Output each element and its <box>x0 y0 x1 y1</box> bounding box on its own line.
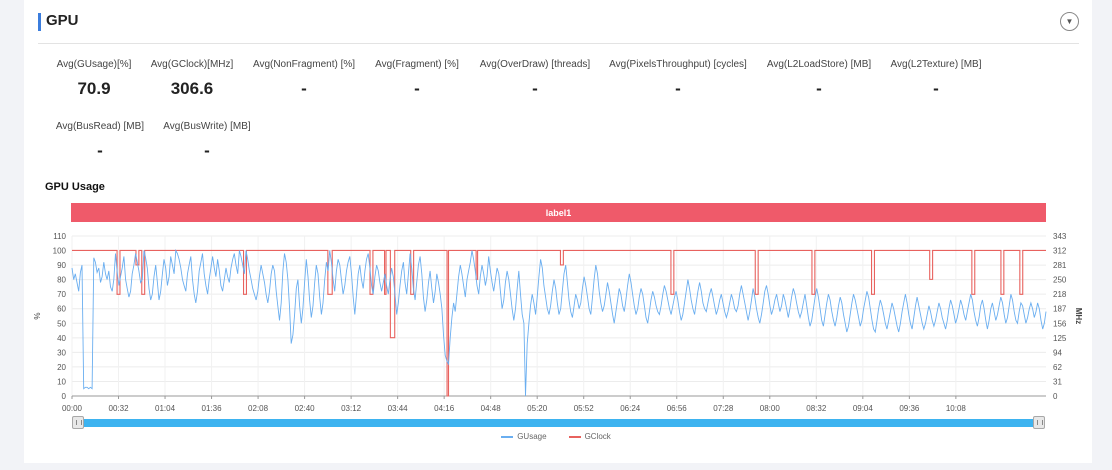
metric-label: Avg(PixelsThroughput) [cycles] <box>609 59 747 70</box>
metric-value: - <box>301 79 307 98</box>
metric-busread: Avg(BusRead) [MB] - <box>54 121 146 161</box>
y2-axis-title: MHz <box>1074 308 1083 324</box>
metric-label: Avg(L2Texture) [MB] <box>890 59 982 70</box>
y2-tick-label: 31 <box>1053 377 1062 386</box>
y-tick-label: 10 <box>57 377 66 386</box>
x-tick-label: 00:32 <box>109 404 130 413</box>
x-tick-label: 09:36 <box>899 404 920 413</box>
x-tick-label: 03:12 <box>341 404 362 413</box>
y2-tick-label: 94 <box>1053 348 1062 357</box>
metric-label: Avg(OverDraw) [threads] <box>479 59 591 70</box>
series-line-gclock <box>72 249 1046 397</box>
x-tick-label: 04:16 <box>434 404 455 413</box>
range-slider-track[interactable] <box>74 419 1040 427</box>
legend-label: GClock <box>584 432 611 441</box>
y2-tick-label: 156 <box>1053 319 1067 328</box>
chart-title: GPU Usage <box>45 181 105 193</box>
y-tick-label: 60 <box>57 305 66 314</box>
metric-pixelsthroughput: Avg(PixelsThroughput) [cycles] - <box>605 59 751 99</box>
y2-tick-label: 125 <box>1053 334 1067 343</box>
panel-title-accent <box>38 13 41 31</box>
x-tick-label: 01:04 <box>155 404 176 413</box>
y2-tick-label: 218 <box>1053 290 1067 299</box>
y-tick-label: 30 <box>57 348 66 357</box>
x-tick-label: 07:28 <box>713 404 734 413</box>
legend-item-gclock[interactable]: GClock <box>568 432 611 441</box>
legend-label: GUsage <box>517 432 547 441</box>
x-tick-label: 05:52 <box>574 404 595 413</box>
metric-gclock: Avg(GClock)[MHz] 306.6 <box>146 59 238 99</box>
y2-tick-label: 62 <box>1053 363 1062 372</box>
y-tick-label: 0 <box>62 392 67 401</box>
metric-label: Avg(GUsage)[%] <box>56 59 132 70</box>
y-tick-label: 50 <box>57 319 66 328</box>
x-tick-label: 06:24 <box>620 404 641 413</box>
y2-tick-label: 281 <box>1053 261 1067 270</box>
metric-l2loadstore: Avg(L2LoadStore) [MB] - <box>762 59 876 99</box>
metric-buswrite: Avg(BusWrite) [MB] - <box>160 121 254 161</box>
chart-axes: 0 0 10 31 20 62 30 94 40 125 50 156 60 187 70 218 80 250 9… <box>33 232 1083 413</box>
metric-label: Avg(L2LoadStore) [MB] <box>766 59 872 70</box>
x-tick-label: 09:04 <box>853 404 874 413</box>
x-tick-label: 01:36 <box>202 404 223 413</box>
collapse-toggle-icon[interactable]: ▼ <box>1060 12 1079 31</box>
metric-label: Avg(Fragment) [%] <box>375 59 459 70</box>
label-bar[interactable]: label1 <box>71 203 1046 222</box>
metric-value: 70.9 <box>77 79 111 98</box>
x-tick-label: 08:32 <box>806 404 827 413</box>
metric-value: - <box>933 79 939 98</box>
metric-gusage: Avg(GUsage)[%] 70.9 <box>50 59 138 99</box>
metric-value: - <box>204 141 210 160</box>
y-tick-label: 110 <box>53 232 66 241</box>
legend-swatch <box>501 435 514 438</box>
series-line-gusage <box>71 248 1047 397</box>
x-tick-label: 08:00 <box>760 404 781 413</box>
legend-swatch <box>568 435 581 438</box>
y2-tick-label: 187 <box>1053 305 1067 314</box>
metric-value: - <box>414 79 420 98</box>
metric-overdraw: Avg(OverDraw) [threads] - <box>475 59 595 99</box>
x-tick-label: 02:40 <box>295 404 316 413</box>
metric-label: Avg(BusRead) [MB] <box>55 121 145 132</box>
panel-title: GPU <box>46 12 79 29</box>
y2-tick-label: 250 <box>1053 276 1067 285</box>
y2-tick-label: 312 <box>1053 247 1067 256</box>
metric-value: - <box>816 79 822 98</box>
y-axis-title: % <box>33 312 42 319</box>
x-tick-label: 00:00 <box>62 404 83 413</box>
y-tick-label: 80 <box>57 276 66 285</box>
metric-value: - <box>97 141 103 160</box>
x-tick-label: 04:48 <box>481 404 502 413</box>
metric-value: - <box>532 79 538 98</box>
y-tick-label: 90 <box>57 261 66 270</box>
x-tick-label: 03:44 <box>388 404 409 413</box>
range-slider-handle-right[interactable] <box>1033 416 1045 429</box>
y2-tick-label: 0 <box>1053 392 1058 401</box>
metric-label: Avg(NonFragment) [%] <box>252 59 356 70</box>
x-tick-label: 05:20 <box>527 404 548 413</box>
range-slider-handle-left[interactable] <box>72 416 84 429</box>
metric-nonfragment: Avg(NonFragment) [%] - <box>248 59 360 99</box>
metric-label: Avg(BusWrite) [MB] <box>163 121 251 132</box>
metric-value: - <box>675 79 681 98</box>
panel-divider <box>38 43 1079 44</box>
metric-label: Avg(GClock)[MHz] <box>150 59 234 70</box>
x-tick-label: 10:08 <box>946 404 967 413</box>
y-tick-label: 40 <box>57 334 66 343</box>
chart-series <box>71 248 1047 397</box>
x-tick-label: 06:56 <box>667 404 688 413</box>
chart-legend: GUsage GClock <box>0 432 1112 441</box>
y-tick-label: 100 <box>53 247 67 256</box>
metric-value: 306.6 <box>170 79 214 98</box>
x-tick-label: 02:08 <box>248 404 269 413</box>
gpu-panel: GPU ▼ <box>24 0 1092 463</box>
y-tick-label: 70 <box>57 290 66 299</box>
metric-fragment: Avg(Fragment) [%] - <box>372 59 462 99</box>
metric-l2texture: Avg(L2Texture) [MB] - <box>886 59 986 99</box>
y-tick-label: 20 <box>57 363 66 372</box>
legend-item-gusage[interactable]: GUsage <box>501 432 547 441</box>
y2-tick-label: 343 <box>1053 232 1067 241</box>
